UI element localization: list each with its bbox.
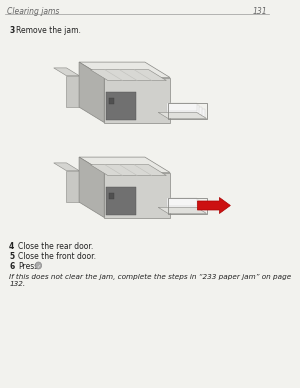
Polygon shape xyxy=(158,207,207,213)
Polygon shape xyxy=(79,157,170,173)
Polygon shape xyxy=(167,199,199,208)
Text: 6: 6 xyxy=(9,262,14,271)
Polygon shape xyxy=(167,109,205,116)
Polygon shape xyxy=(106,92,136,120)
Circle shape xyxy=(35,262,42,269)
Text: Remove the jam.: Remove the jam. xyxy=(16,26,81,35)
Text: Press: Press xyxy=(18,262,38,271)
Text: 131: 131 xyxy=(252,7,267,16)
Text: 4: 4 xyxy=(9,242,14,251)
Polygon shape xyxy=(66,171,79,202)
Polygon shape xyxy=(167,201,202,210)
Polygon shape xyxy=(90,70,166,80)
Polygon shape xyxy=(104,78,170,123)
Polygon shape xyxy=(167,197,196,206)
Text: 3: 3 xyxy=(9,26,14,35)
Polygon shape xyxy=(79,157,104,218)
Polygon shape xyxy=(104,173,170,218)
Text: Close the rear door.: Close the rear door. xyxy=(18,242,94,251)
Polygon shape xyxy=(54,163,79,171)
Polygon shape xyxy=(167,104,199,113)
Polygon shape xyxy=(167,102,196,111)
FancyArrow shape xyxy=(197,197,230,213)
Text: ✓: ✓ xyxy=(36,263,40,268)
Polygon shape xyxy=(167,106,202,114)
Text: Close the front door.: Close the front door. xyxy=(18,252,96,261)
Polygon shape xyxy=(167,203,205,211)
Text: 5: 5 xyxy=(9,252,14,261)
Polygon shape xyxy=(106,187,136,215)
Polygon shape xyxy=(54,68,79,76)
Polygon shape xyxy=(158,113,207,118)
Polygon shape xyxy=(109,192,114,199)
Text: Clearing jams: Clearing jams xyxy=(7,7,60,16)
Polygon shape xyxy=(79,62,104,123)
Text: If this does not clear the jam, complete the steps in “233 paper jam” on page 13: If this does not clear the jam, complete… xyxy=(9,274,291,287)
Polygon shape xyxy=(109,98,114,104)
Polygon shape xyxy=(79,62,170,78)
Polygon shape xyxy=(90,165,166,175)
Polygon shape xyxy=(66,76,79,107)
